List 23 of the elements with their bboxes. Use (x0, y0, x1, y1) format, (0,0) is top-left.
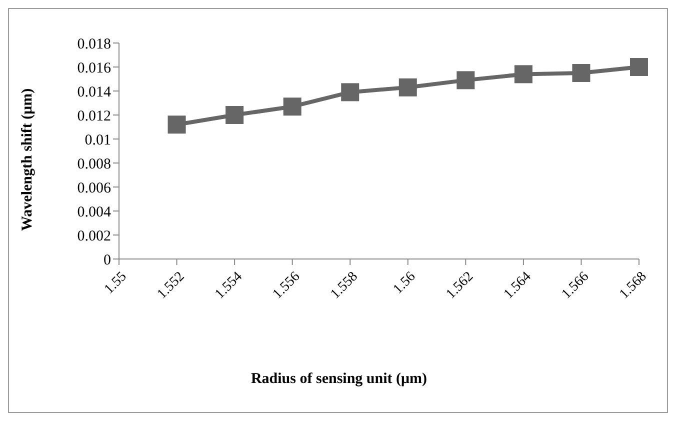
point (341, 83, 360, 102)
y-tick-label: 0.012 (77, 108, 111, 124)
point (572, 64, 590, 82)
y-tick-label: 0.018 (77, 36, 111, 52)
point (514, 65, 532, 84)
y-tick-label: 0.01 (84, 132, 111, 148)
y-tick-label: 0.008 (77, 156, 111, 172)
y-tick-label: 0.006 (77, 180, 112, 196)
y-axis-title: Wavelength shift (μm) (19, 88, 36, 231)
y-tick-label: 0.002 (77, 228, 111, 244)
y-tick-label: 0.004 (77, 204, 112, 220)
y-tick-label: 0 (104, 252, 111, 268)
y-tick-label: 0.016 (77, 60, 112, 76)
x-tick-label: 1.55 (102, 269, 130, 298)
x-tick-label: 1.56 (390, 269, 419, 298)
y-tick-label: 0.014 (77, 84, 112, 100)
point (398, 78, 417, 96)
point (456, 71, 475, 90)
point (168, 116, 186, 134)
point (226, 106, 244, 124)
point (283, 98, 302, 116)
x-axis-title: Radius of sensing unit (μm) (250, 371, 428, 388)
point (630, 58, 648, 76)
